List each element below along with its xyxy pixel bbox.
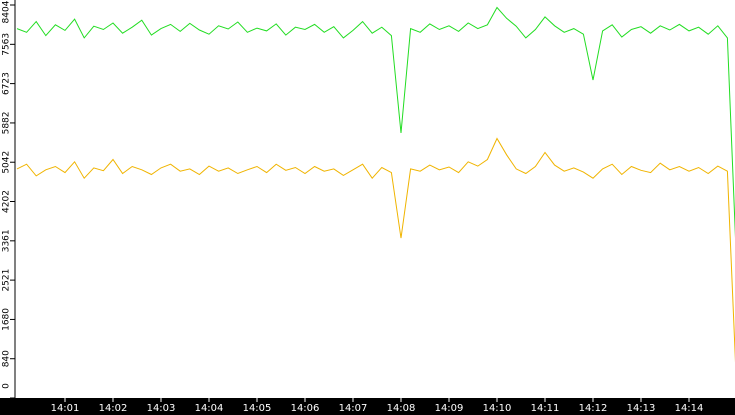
x-tick-label: 14:07 [339, 403, 368, 414]
x-tick-label: 14:10 [483, 403, 512, 414]
x-tick-label: 14:09 [435, 403, 464, 414]
x-tick-label: 14:04 [195, 403, 224, 414]
y-tick-label: 8404 [2, 0, 12, 23]
y-tick-label: 0 [2, 383, 12, 389]
x-tick-label: 14:02 [99, 403, 128, 414]
x-tick-label: 14:01 [51, 403, 80, 414]
y-tick-label: 7563 [2, 33, 12, 56]
y-tick-label: 840 [2, 350, 12, 367]
x-tick-label: 14:03 [147, 403, 176, 414]
y-tick-label: 3361 [2, 229, 12, 252]
y-tick-label: 5042 [2, 151, 12, 174]
y-tick-label: 2521 [2, 269, 12, 292]
x-tick-label: 14:12 [579, 403, 608, 414]
series-line [16, 137, 735, 363]
y-tick-label: 4202 [2, 190, 12, 213]
y-tick-label: 1680 [2, 308, 12, 331]
y-tick-label: 6723 [2, 72, 12, 95]
x-tick-label: 14:13 [627, 403, 656, 414]
series-line [16, 6, 735, 238]
x-tick-label: 14:14 [675, 403, 704, 414]
x-axis-band [0, 398, 735, 415]
y-tick-label: 5882 [2, 111, 12, 134]
x-tick-label: 14:08 [387, 403, 416, 414]
x-tick-label: 14:05 [243, 403, 272, 414]
x-tick-label: 14:06 [291, 403, 320, 414]
x-tick-label: 14:11 [531, 403, 560, 414]
